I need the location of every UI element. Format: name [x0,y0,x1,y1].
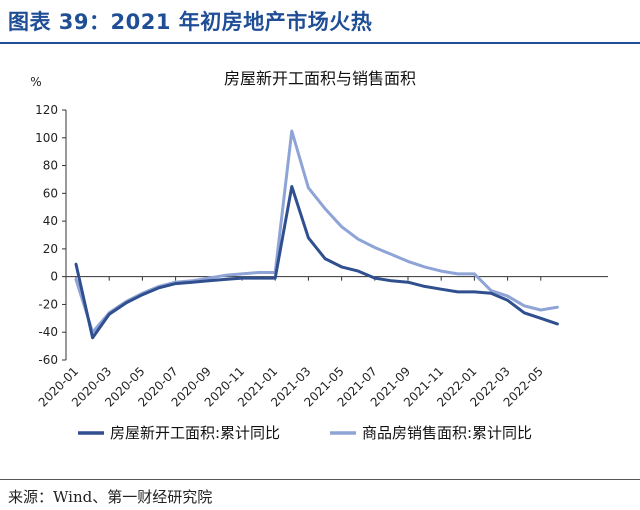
y-tick-label: 120 [35,103,58,117]
source-note: 来源：Wind、第一财经研究院 [8,488,213,506]
y-tick-label: 100 [35,131,58,145]
figure-title: 图表 39：2021 年初房地产市场火热 [8,10,373,34]
chart-title: 房屋新开工面积与销售面积 [224,69,416,88]
y-axis: -60 -40 -20 0 20 40 60 80 100 120 [35,103,67,367]
x-axis: 2020-012020-032020-052020-072020-092020-… [36,276,608,410]
legend: 房屋新开工面积:累计同比 商品房销售面积:累计同比 [78,424,532,442]
y-tick-label: -20 [38,297,58,311]
chart-container: 房屋新开工面积与销售面积 % -60 -40 -20 0 20 40 60 80 100 120 … [0,48,640,466]
title-divider [0,42,640,44]
series-line-1 [74,185,559,340]
legend-label-1: 房屋新开工面积:累计同比 [110,424,280,442]
y-tick-label: 0 [50,270,58,284]
series-layer [74,129,559,340]
y-axis-unit-label: % [30,75,41,89]
y-tick-label: 20 [43,242,58,256]
y-tick-label: 40 [43,214,58,228]
source-divider [0,479,640,480]
y-tick-label: 60 [43,186,58,200]
y-tick-label: 80 [43,159,58,173]
line-chart: 房屋新开工面积与销售面积 % -60-40-20020406080100120 … [30,69,608,442]
series-line-2 [74,129,559,334]
legend-label-2: 商品房销售面积:累计同比 [362,424,532,442]
y-tick-label: -60 [38,353,58,367]
y-tick-label: -40 [38,325,58,339]
